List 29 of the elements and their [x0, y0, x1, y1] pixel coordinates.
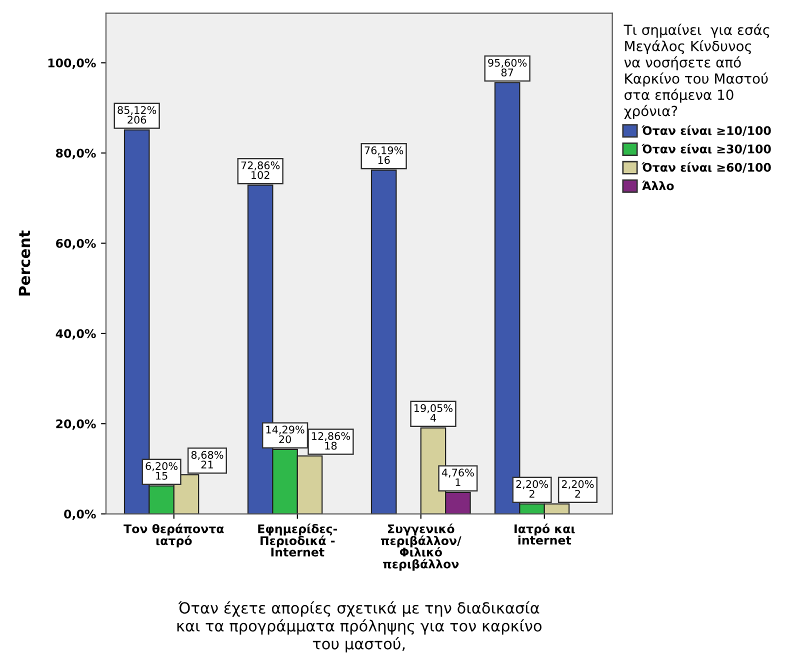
y-tick-label: 20,0%: [56, 419, 96, 430]
x-tick-label: Συγγενικό περιβάλλον/ Φιλικό περιβάλλον: [380, 524, 462, 571]
x-axis-title: Όταν έχετε απορίες σχετικά με την διαδικασία και τα προγράμματα πρόληψης για τον καρκίνο του μαστού,: [177, 601, 542, 652]
x-tick-label: Τον θεράποντα ιατρό: [124, 524, 224, 548]
data-label: 2,20% 2: [562, 480, 594, 498]
y-tick-label: 0,0%: [64, 510, 96, 520]
x-tick-label: Ιατρό και internet: [514, 524, 575, 545]
data-label: 6,20% 15: [146, 462, 178, 480]
legend-title: Τι σημαίνει για εσάς Μεγάλος Κίνδυνος να νοσήσετε από Καρκίνο του Μαστού στα επόμενα 10 χρόνια?: [624, 24, 770, 119]
y-tick-label: 80,0%: [56, 148, 96, 160]
y-tick-label: 40,0%: [56, 329, 96, 340]
data-label: 8,68% 21: [191, 450, 224, 468]
data-label: 4,76% 1: [442, 468, 474, 486]
x-tick-label: Εφημερίδες- Περιοδικά - Internet: [258, 524, 338, 557]
legend-label: Όταν είναι ≥30/100: [642, 144, 771, 154]
legend-label: Άλλο: [642, 180, 674, 190]
data-label: 95,60% 87: [488, 58, 527, 76]
data-label: 12,86% 18: [312, 432, 350, 450]
y-axis-title: Percent: [18, 230, 30, 296]
data-label: 14,29% 20: [266, 426, 304, 444]
y-tick-label: 60,0%: [56, 238, 96, 250]
data-label: 72,86% 102: [241, 161, 280, 179]
data-label: 2,20% 2: [516, 480, 548, 498]
data-label: 85,12% 206: [118, 106, 156, 124]
data-label: 76,19% 16: [364, 146, 404, 164]
y-tick-label: 100,0%: [48, 58, 96, 69]
data-label: 19,05% 4: [414, 404, 453, 422]
legend-label: Όταν είναι ≥60/100: [642, 162, 771, 173]
legend-label: Όταν είναι ≥10/100: [642, 125, 771, 136]
